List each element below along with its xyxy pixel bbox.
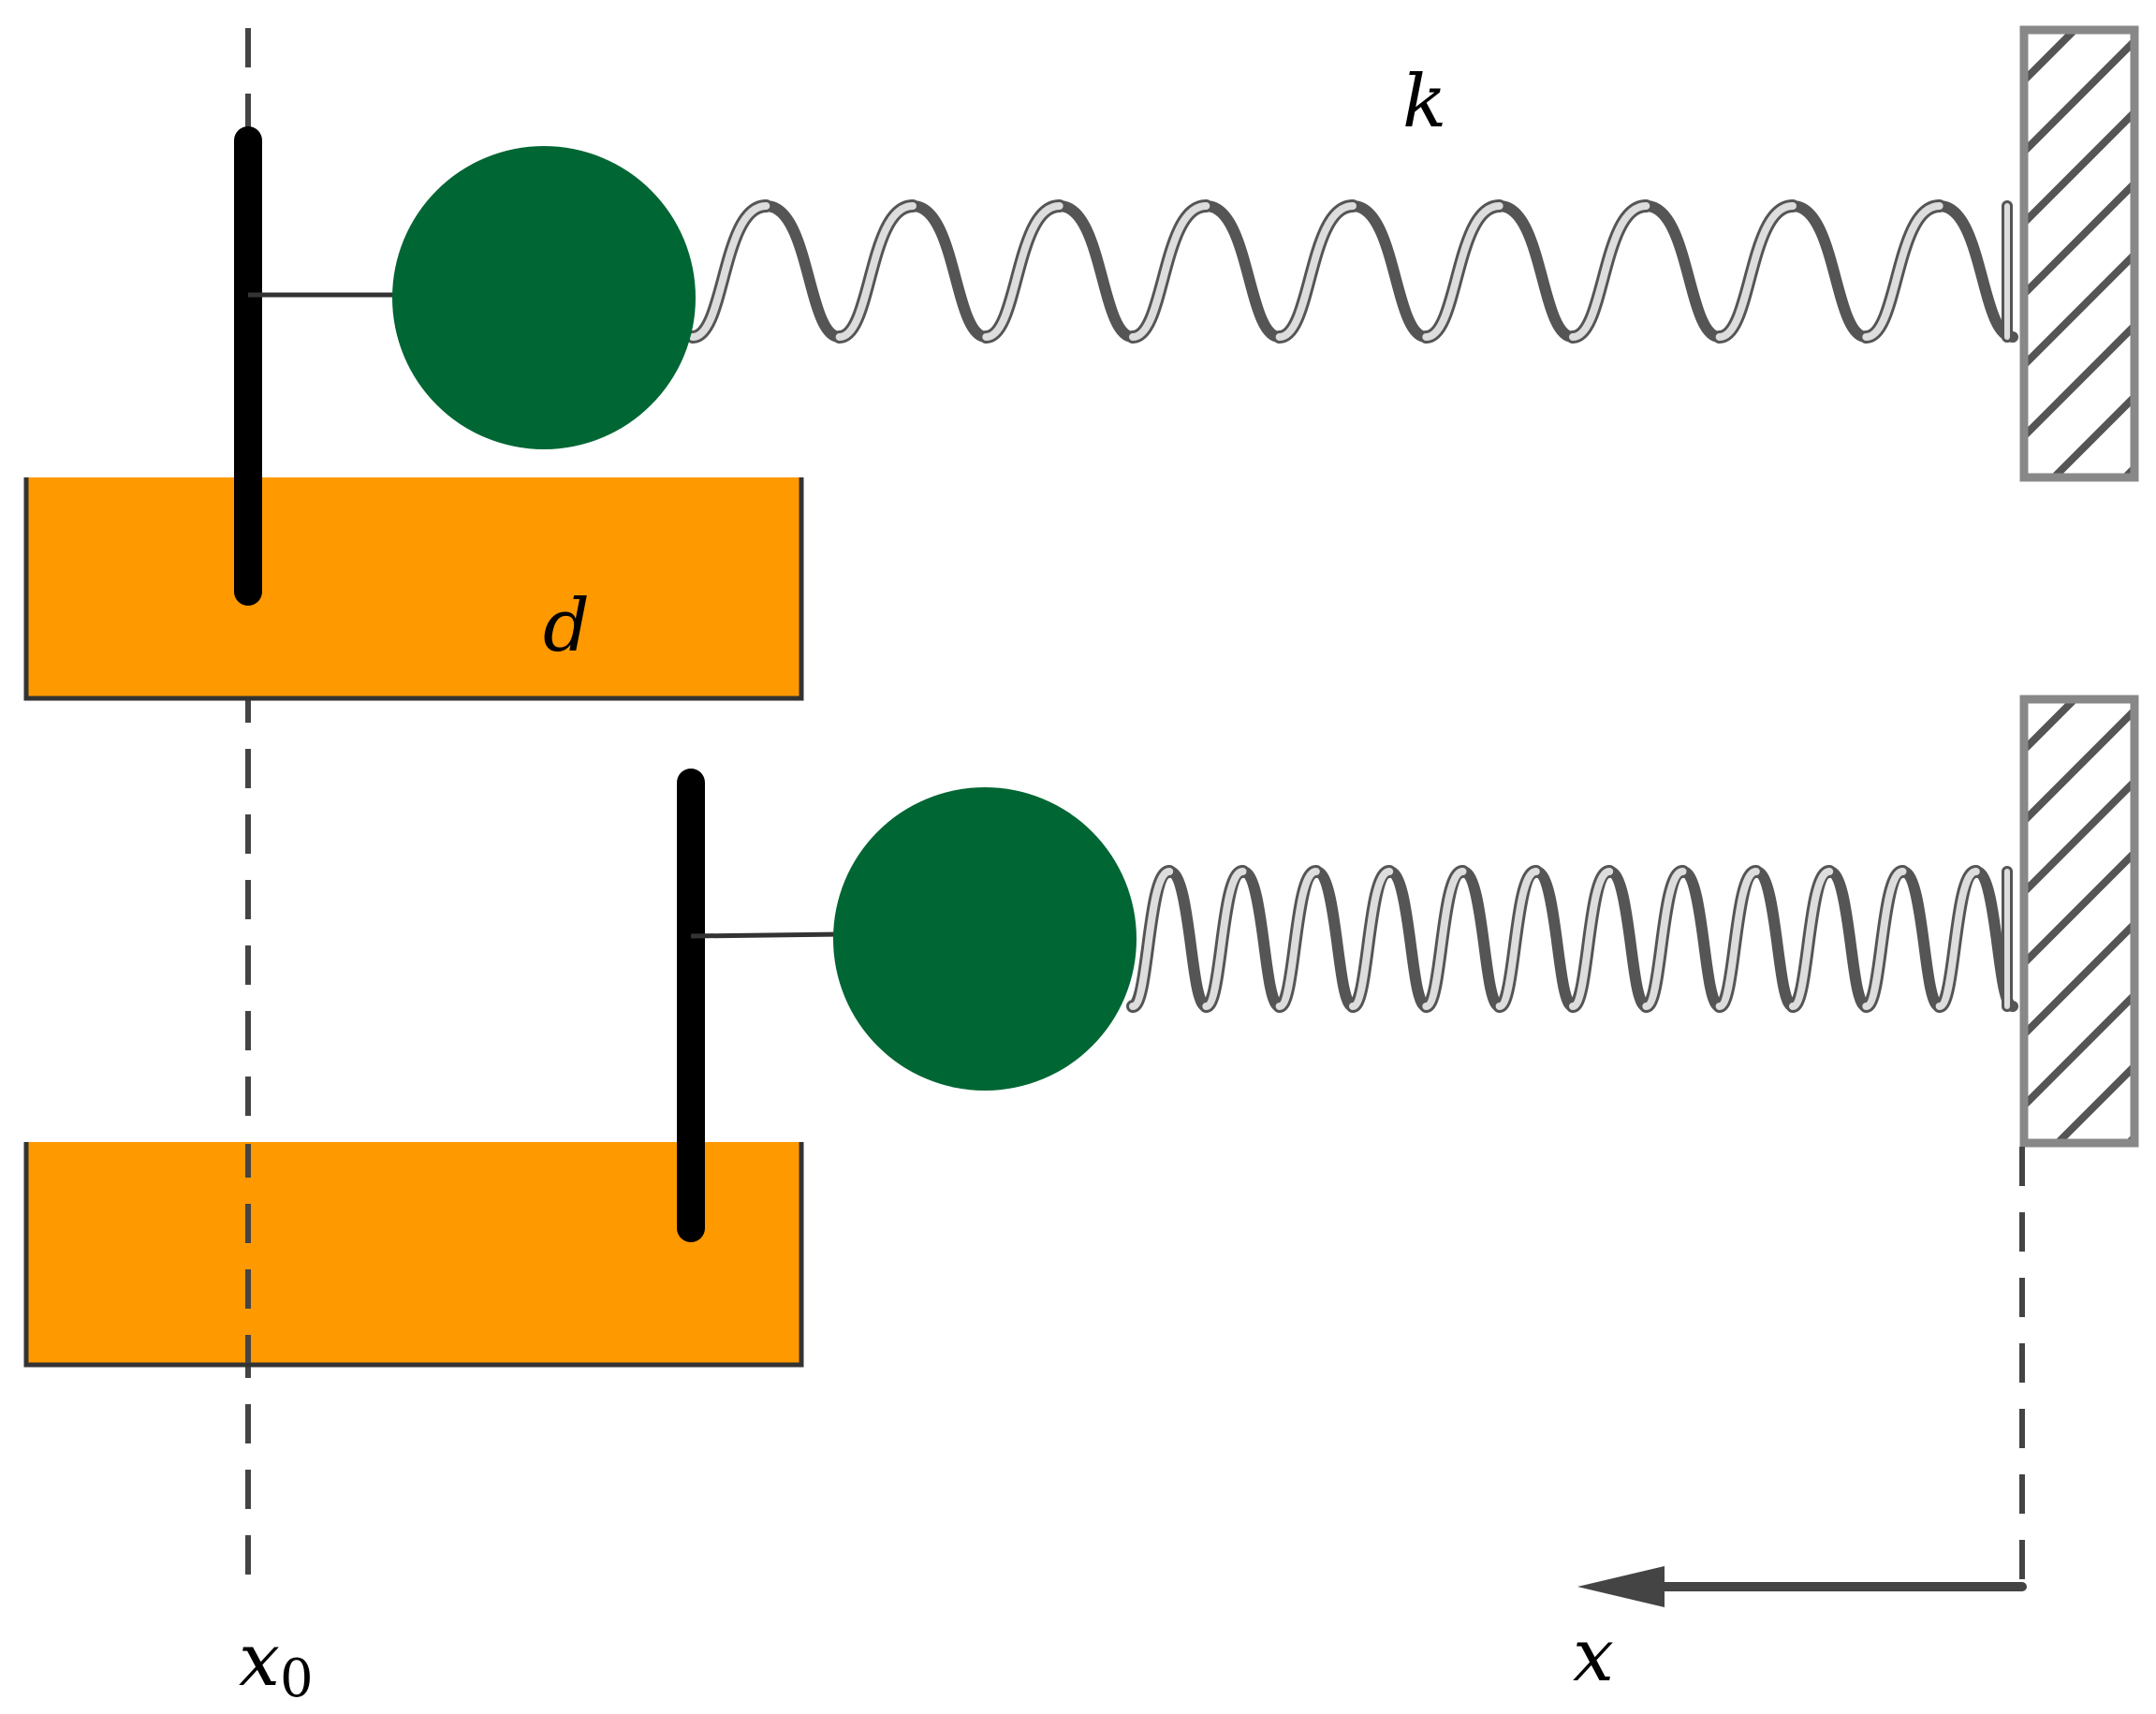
spring-constant-label: k	[1402, 60, 1446, 144]
top-damper-fluid	[26, 477, 801, 698]
bottom-damper-fluid	[26, 1142, 801, 1365]
x0-label: x0	[239, 1619, 314, 1709]
bottom-mass	[833, 787, 1137, 1091]
top-damper	[23, 477, 804, 701]
top-mass	[392, 146, 696, 449]
x-axis-arrow-icon	[1577, 1566, 2027, 1607]
top-damper-cup	[23, 477, 804, 701]
bottom-plunger-rod	[690, 931, 839, 939]
x-axis-label: x	[1573, 1614, 1614, 1698]
bottom-wall-icon	[2019, 695, 2139, 1148]
bottom-spring	[1126, 865, 2018, 1013]
damping-label: d	[543, 584, 590, 668]
bottom-damper-cup	[23, 1142, 804, 1368]
top-wall-icon	[2019, 25, 2139, 482]
top-spring	[686, 199, 2018, 344]
bottom-damper	[23, 1142, 804, 1368]
